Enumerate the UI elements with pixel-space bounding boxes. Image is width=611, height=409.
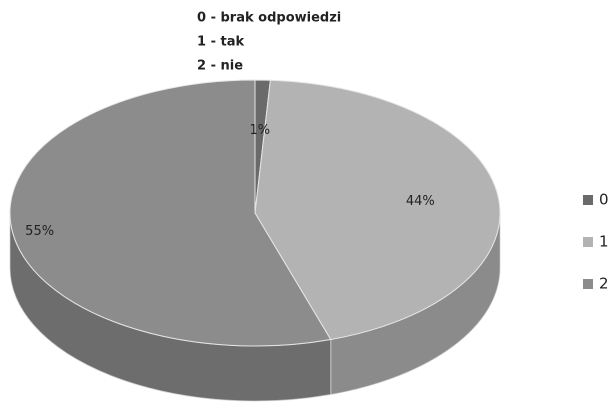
legend-swatch [583, 237, 593, 247]
slice-side-shade [330, 213, 500, 395]
legend-swatch [583, 195, 593, 205]
slice [254, 79, 501, 341]
value-label: 44% [406, 194, 435, 209]
legend-label: 2 [599, 275, 609, 293]
annotation: 2 - nie [197, 59, 243, 74]
legend-label: 0 [599, 191, 609, 209]
annotation: 1 - tak [197, 35, 244, 50]
legend-label: 1 [599, 233, 609, 251]
value-label: 1% [249, 123, 270, 138]
slice [9, 79, 332, 347]
annotation: 0 - brak odpowiedzi [197, 11, 341, 26]
value-label: 55% [25, 224, 54, 239]
slice-side-shade [10, 213, 331, 401]
legend-swatch [583, 279, 593, 289]
